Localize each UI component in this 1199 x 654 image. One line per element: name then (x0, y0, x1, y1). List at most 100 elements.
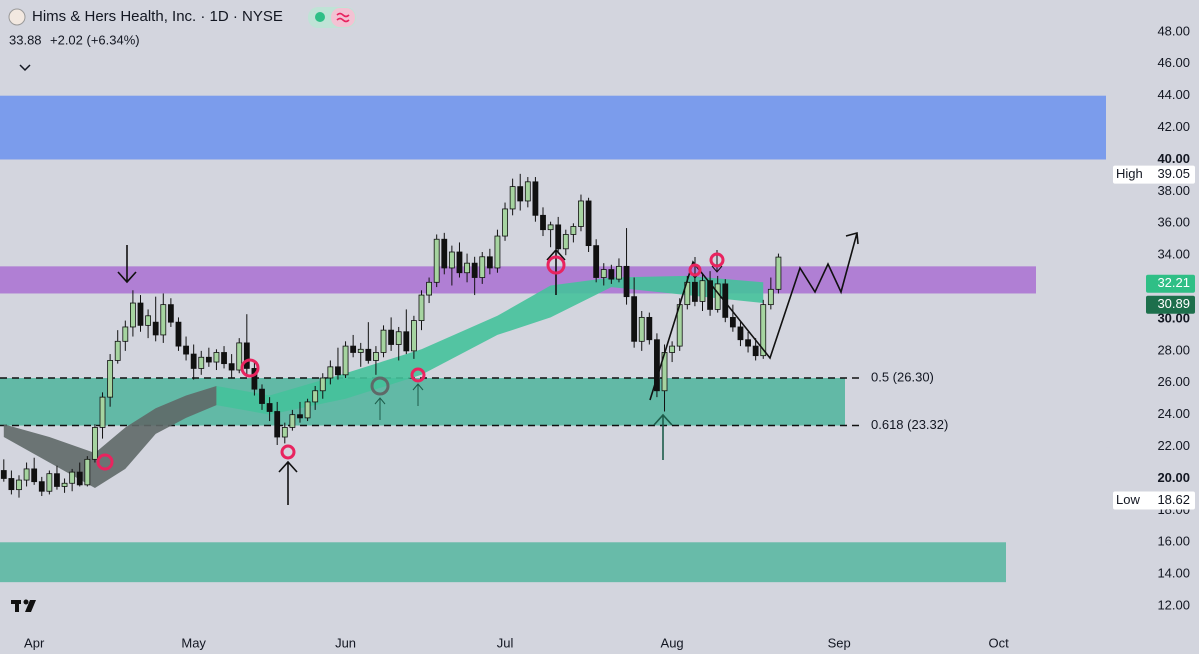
price-tag-value: 30.89 (1157, 296, 1190, 311)
x-tick-label: Jun (335, 635, 356, 650)
price-zone (0, 542, 1006, 583)
price-zone (0, 266, 1036, 294)
candle-body (578, 200, 584, 227)
y-tick-label: 16.00 (1157, 534, 1190, 549)
x-tick-label: May (181, 635, 206, 650)
candle-body (23, 468, 30, 481)
candle-body (190, 353, 197, 369)
candle-body (327, 366, 334, 379)
candle-body (737, 326, 744, 341)
circles (96, 252, 725, 471)
candle-body (122, 326, 129, 342)
candle-body (145, 315, 151, 326)
candle-body (274, 411, 281, 438)
y-tick-label: 44.00 (1157, 87, 1190, 102)
candle-body (289, 414, 296, 428)
candle-body (380, 329, 387, 353)
candle-body (213, 352, 220, 363)
logo (8, 8, 26, 26)
candle-body (699, 280, 706, 302)
candle-body (729, 316, 736, 328)
candle-body (608, 269, 615, 280)
candle-body (395, 331, 402, 345)
candle-body (335, 366, 341, 376)
candle-body (167, 304, 174, 323)
candle-body (228, 363, 235, 371)
collapse-button[interactable] (19, 64, 31, 72)
candle-body (388, 329, 395, 345)
candle-body (130, 302, 136, 328)
candle-body (221, 352, 227, 365)
candle-body (236, 342, 243, 371)
candle-body (0, 470, 7, 479)
candle-body (403, 331, 410, 352)
x-tick-label: Oct (989, 635, 1010, 650)
candle-body (631, 296, 638, 342)
candle-body (152, 321, 159, 336)
candle-body (365, 348, 372, 361)
candle-body (46, 473, 53, 492)
candle-body (502, 208, 508, 237)
last-price: 33.88 (9, 32, 42, 47)
candle-body (426, 281, 432, 296)
y-tick-label: 34.00 (1157, 247, 1190, 262)
candle-body (38, 481, 45, 492)
y-tick-label: 46.00 (1157, 55, 1190, 70)
y-tick-label: 12.00 (1157, 598, 1190, 613)
candle-body (357, 348, 364, 353)
price-tag-label: High (1116, 166, 1143, 181)
candle-body (509, 186, 516, 210)
candle-body (760, 304, 767, 357)
candle-body (464, 262, 470, 274)
candle-body (69, 471, 76, 484)
annotations (96, 231, 859, 505)
candle-body (205, 356, 212, 363)
candle-body (54, 473, 60, 487)
candle-body (540, 214, 546, 231)
candle-body (92, 427, 98, 460)
candle-body (198, 356, 205, 369)
candle-body (714, 283, 721, 310)
candle-body (342, 345, 349, 376)
candle-body (411, 320, 417, 352)
y-tick-label: 22.00 (1157, 438, 1190, 453)
y-tick-label: 28.00 (1157, 342, 1190, 357)
status-pill (331, 8, 355, 27)
candle-body (160, 304, 167, 336)
candle-body (266, 403, 273, 412)
price-tag-box (1146, 295, 1195, 314)
candle-body (524, 181, 531, 202)
price-tag-value: 32.21 (1157, 275, 1190, 290)
candle-body (31, 468, 38, 483)
candle-body (494, 235, 501, 269)
status-icon (336, 12, 350, 23)
candle-body (99, 396, 106, 428)
price-tag-value: 39.05 (1157, 166, 1190, 181)
cloud-area (3, 385, 217, 489)
candle-body (669, 345, 676, 353)
candle-body (8, 478, 15, 491)
candle-body (251, 368, 258, 390)
candle-body (547, 224, 554, 231)
cloud (3, 275, 764, 489)
candle-body (84, 458, 91, 486)
status-dot (315, 12, 325, 22)
price-tag-box (1113, 165, 1195, 184)
candle-body (593, 245, 600, 278)
price-tag-label: Low (1116, 492, 1140, 507)
candle-body (137, 302, 144, 326)
x-tick-label: Apr (24, 635, 45, 650)
candle-body (585, 200, 592, 247)
candle-body (623, 265, 630, 298)
y-tick-label: 36.00 (1157, 215, 1190, 230)
title: Hims & Hers Health, Inc. · 1D · NYSE (32, 8, 283, 25)
candle-body (61, 482, 68, 487)
candle-body (373, 352, 379, 361)
y-tick-label: 30.00 (1157, 310, 1190, 325)
candle-body (297, 414, 303, 419)
x-tick-label: Jul (497, 635, 514, 650)
x-tick-label: Sep (828, 635, 851, 650)
x-tick-label: Aug (661, 635, 684, 650)
candle-body (76, 471, 83, 486)
